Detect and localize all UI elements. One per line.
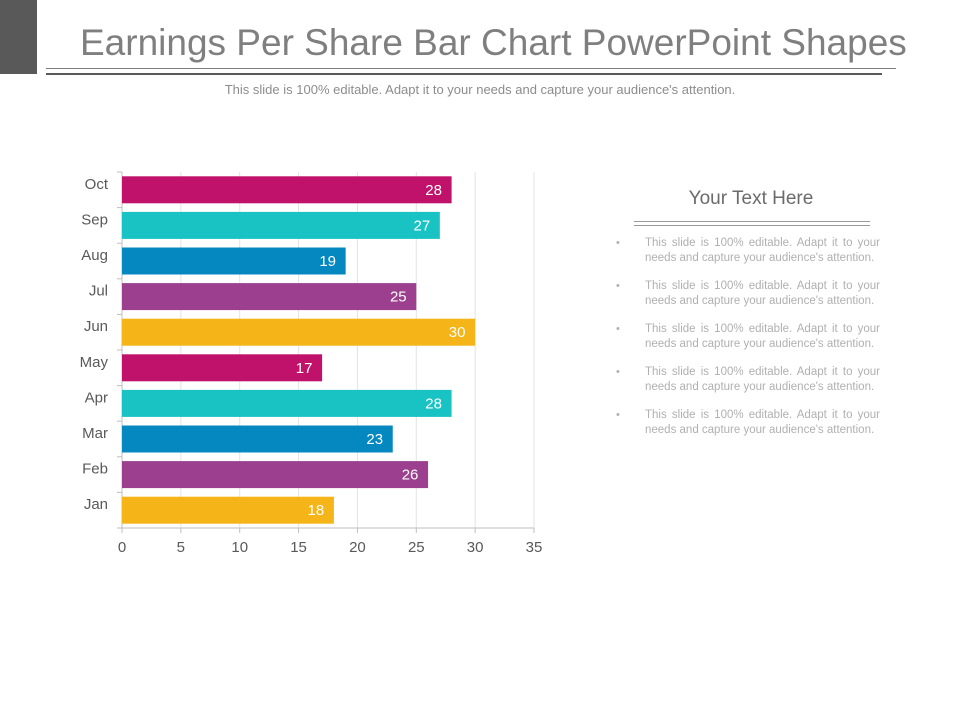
category-label: Apr: [85, 389, 108, 406]
x-tick-label: 30: [467, 539, 484, 556]
bullet-item: • This slide is 100% editable. Adapt it t…: [610, 236, 880, 265]
panel-heading: Your Text Here: [688, 188, 814, 209]
bullet-text: This slide is 100% editable. Adapt it to…: [645, 366, 880, 393]
corner-accent-block: [0, 0, 37, 74]
category-label: Aug: [81, 247, 108, 264]
bar-oct: [122, 176, 452, 204]
bar-jun: [122, 318, 476, 346]
bullet-dot-icon: •: [616, 323, 620, 335]
bar-aug: [122, 247, 346, 275]
bar-mar: [122, 425, 393, 453]
slide-subtitle: This slide is 100% editable. Adapt it to…: [224, 82, 736, 97]
data-label: 25: [390, 289, 407, 306]
category-label: Sep: [81, 211, 108, 228]
category-label: Jul: [89, 283, 108, 300]
slide-title: Earnings Per Share Bar Chart PowerPoint …: [80, 22, 907, 63]
x-tick-label: 15: [290, 539, 307, 556]
x-tick-label: 25: [408, 539, 425, 556]
data-label: 18: [308, 502, 325, 519]
x-tick-label: 0: [118, 539, 126, 556]
category-label: Jan: [84, 496, 108, 513]
bullet-text: This slide is 100% editable. Adapt it to…: [645, 409, 880, 436]
x-tick-label: 5: [177, 539, 185, 556]
x-tick-label: 35: [526, 539, 543, 556]
bullet-list: • This slide is 100% editable. Adapt it t…: [610, 236, 880, 437]
data-label: 26: [402, 467, 419, 484]
bullet-dot-icon: •: [616, 366, 620, 378]
bullet-item: • This slide is 100% editable. Adapt it t…: [610, 322, 880, 351]
data-label: 19: [319, 253, 336, 270]
data-label: 30: [449, 324, 466, 341]
bar-apr: [122, 389, 452, 417]
text-panel: Your Text Here • This slide is 100% edita…: [610, 186, 880, 451]
bar-feb: [122, 461, 429, 489]
x-tick-label: 10: [231, 539, 248, 556]
category-label: May: [80, 354, 109, 371]
bar-jul: [122, 283, 417, 311]
title-underline: [46, 68, 896, 69]
bar-may: [122, 354, 323, 382]
category-label: Oct: [85, 176, 109, 193]
bar-sep: [122, 211, 440, 239]
x-tick-label: 20: [349, 539, 366, 556]
title-underline-thick: [46, 73, 882, 75]
category-label: Mar: [82, 425, 108, 442]
bullet-text: This slide is 100% editable. Adapt it to…: [645, 280, 880, 307]
data-label: 28: [425, 395, 442, 412]
category-label: Jun: [84, 318, 108, 335]
bullet-dot-icon: •: [616, 237, 620, 249]
panel-heading-rule: [634, 221, 870, 226]
bullet-item: • This slide is 100% editable. Adapt it t…: [610, 408, 880, 437]
data-label: 27: [413, 217, 430, 234]
bullet-text: This slide is 100% editable. Adapt it to…: [645, 323, 880, 350]
bullet-item: • This slide is 100% editable. Adapt it t…: [610, 365, 880, 394]
bar-jan: [122, 496, 334, 524]
data-label: 28: [425, 182, 442, 199]
data-label: 23: [366, 431, 383, 448]
bullet-text: This slide is 100% editable. Adapt it to…: [645, 237, 880, 264]
category-label: Feb: [82, 461, 108, 478]
bullet-item: • This slide is 100% editable. Adapt it t…: [610, 279, 880, 308]
data-label: 17: [296, 360, 313, 377]
bullet-dot-icon: •: [616, 409, 620, 421]
bullet-dot-icon: •: [616, 280, 620, 292]
